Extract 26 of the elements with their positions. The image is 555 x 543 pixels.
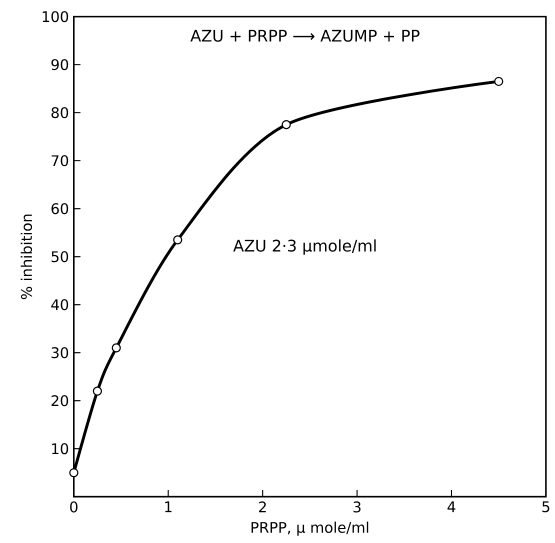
x-tick-label: 1: [165, 502, 172, 512]
y-tick-label: 90: [51, 59, 68, 70]
y-tick-label: 20: [52, 395, 68, 406]
annotation: AZU + PRPP ⟶ AZUMP + PP: [190, 30, 420, 42]
x-tick-label: 4: [448, 502, 456, 512]
y-tick-label: 80: [52, 107, 68, 118]
y-axis-title: % inhibition: [20, 214, 32, 300]
point: [69, 468, 78, 478]
y-tick-label: 50: [52, 251, 68, 262]
point: [112, 343, 121, 353]
x-axis-title: PRPP, μ mole/ml: [252, 522, 368, 536]
y-tick-label: 60: [52, 203, 68, 214]
x-tick-label: 2: [259, 502, 266, 512]
y-tick-label: 30: [52, 347, 68, 358]
x-tick-label: 5: [542, 502, 550, 512]
y-tick-label: 70: [52, 155, 68, 166]
annotation: AZU 2·3 μmole/ml: [233, 240, 376, 255]
point: [494, 77, 504, 86]
point: [92, 386, 102, 396]
y-tick-label: 40: [51, 299, 68, 310]
point: [173, 235, 182, 245]
y-tick-label: 100: [42, 11, 68, 22]
x-tick-label: 3: [354, 502, 361, 513]
y-tick-label: 10: [52, 443, 68, 454]
point: [282, 120, 291, 130]
x-tick-label: 0: [70, 502, 78, 513]
